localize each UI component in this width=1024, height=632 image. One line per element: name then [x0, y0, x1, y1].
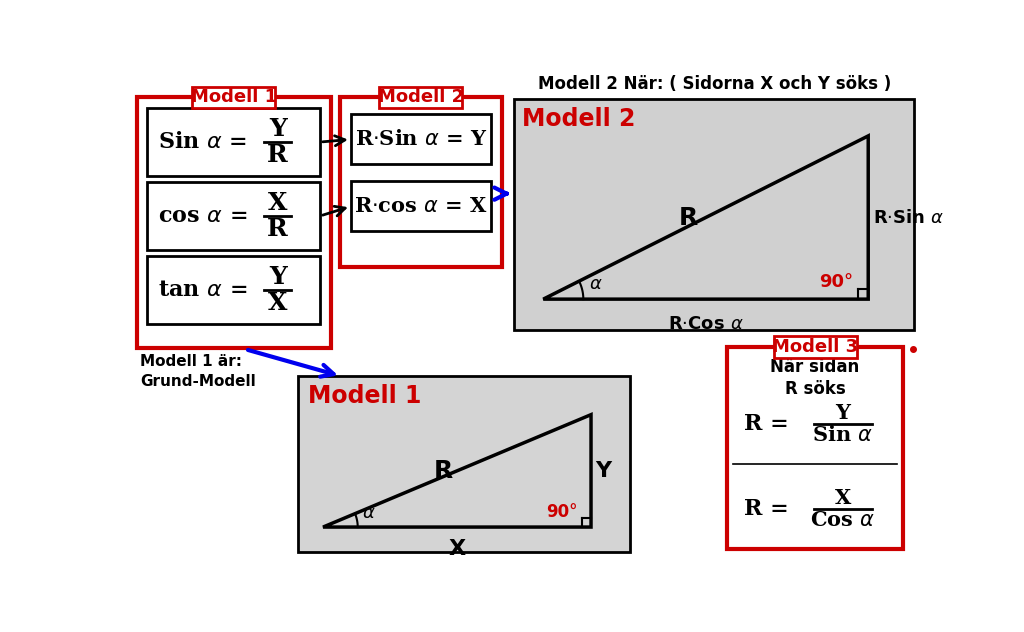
Bar	[146, 256, 319, 324]
Text: Modell 2: Modell 2	[378, 88, 464, 106]
Text: R$\cdot$Cos $\alpha$: R$\cdot$Cos $\alpha$	[668, 315, 743, 332]
Text: Y: Y	[268, 265, 287, 289]
Text: Modell 2 När: ( Sidorna X och Y söks ): Modell 2 När: ( Sidorna X och Y söks )	[538, 75, 891, 93]
Text: Y: Y	[268, 117, 287, 141]
Text: Modell 3: Modell 3	[772, 338, 858, 356]
Bar	[146, 108, 319, 176]
Bar	[137, 97, 331, 348]
Text: $\alpha$: $\alpha$	[362, 504, 376, 522]
Text: X: X	[268, 191, 288, 215]
Text: R$\cdot$Sin $\alpha$ = Y: R$\cdot$Sin $\alpha$ = Y	[354, 130, 487, 149]
Text: Sin $\alpha$: Sin $\alpha$	[812, 425, 873, 445]
Bar	[298, 376, 630, 552]
Text: R: R	[267, 143, 288, 167]
Bar	[193, 87, 275, 108]
Text: cos $\alpha$ =: cos $\alpha$ =	[158, 205, 247, 227]
Text: Modell 1 är:
Grund-Modell: Modell 1 är: Grund-Modell	[140, 354, 256, 389]
Text: X: X	[268, 291, 288, 315]
Text: R =: R =	[744, 413, 797, 435]
Text: R: R	[267, 217, 288, 241]
Bar	[773, 336, 857, 358]
Bar	[146, 182, 319, 250]
Text: R$\cdot$cos $\alpha$ = X: R$\cdot$cos $\alpha$ = X	[354, 197, 487, 216]
Text: tan $\alpha$ =: tan $\alpha$ =	[158, 279, 247, 301]
Text: R =: R =	[744, 497, 797, 520]
Text: Modell 1: Modell 1	[190, 88, 276, 106]
Text: Y: Y	[836, 403, 850, 423]
Bar	[351, 114, 490, 164]
Text: R: R	[433, 459, 453, 483]
Text: R: R	[679, 205, 698, 229]
Text: X: X	[835, 488, 851, 507]
Text: Modell 2: Modell 2	[521, 107, 635, 131]
Bar	[340, 97, 502, 267]
Text: 90°: 90°	[546, 502, 578, 521]
Text: $\alpha$: $\alpha$	[589, 275, 602, 293]
Text: Sin $\alpha$ =: Sin $\alpha$ =	[158, 131, 247, 153]
Bar	[379, 87, 463, 108]
Text: X: X	[449, 539, 466, 559]
Bar	[351, 181, 490, 231]
Text: Modell 1: Modell 1	[307, 384, 421, 408]
Text: 90°: 90°	[819, 273, 853, 291]
Text: Y: Y	[596, 461, 611, 481]
Text: När sidan
R söks: När sidan R söks	[770, 358, 860, 398]
Bar	[727, 347, 903, 549]
Text: R$\cdot$Sin $\alpha$: R$\cdot$Sin $\alpha$	[872, 209, 944, 226]
Bar	[514, 99, 914, 330]
Text: Cos $\alpha$: Cos $\alpha$	[810, 509, 876, 530]
